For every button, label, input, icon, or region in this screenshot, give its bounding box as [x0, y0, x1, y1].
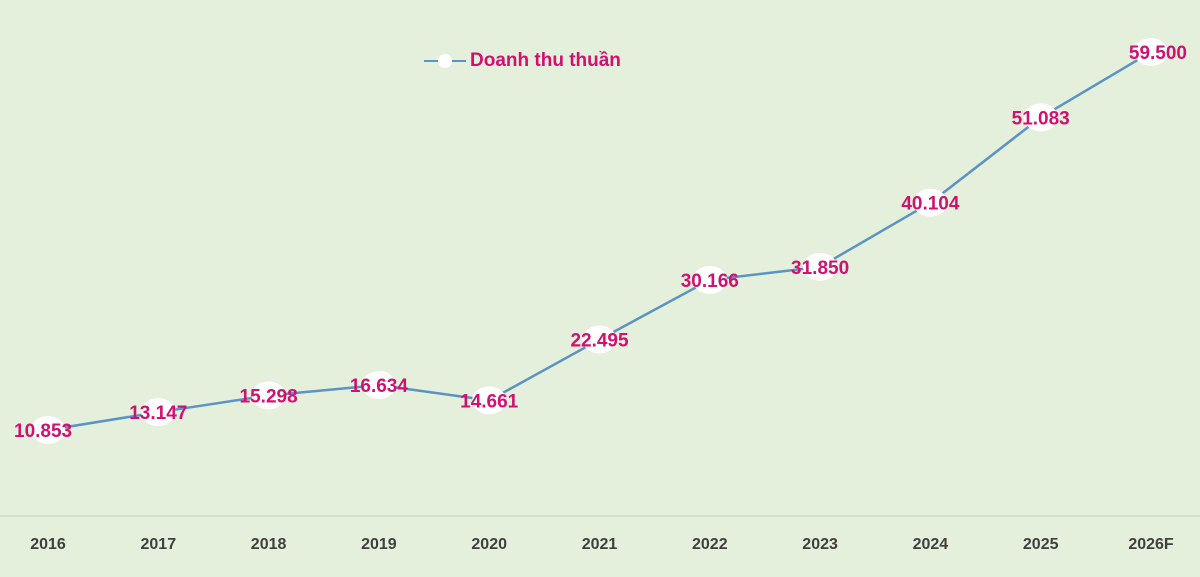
x-tick-label: 2025 — [1023, 536, 1059, 553]
x-tick-label: 2018 — [251, 536, 287, 553]
data-point — [803, 252, 838, 281]
x-tick-label: 2017 — [141, 536, 177, 553]
data-label: 16.634 — [350, 376, 409, 397]
legend-label: Doanh thu thuần — [470, 50, 621, 71]
data-label: 15.298 — [240, 386, 298, 407]
data-label: 31.850 — [791, 258, 849, 279]
data-label: 14.661 — [460, 391, 519, 412]
data-label: 40.104 — [901, 194, 960, 215]
data-point — [251, 381, 286, 410]
x-tick-label: 2024 — [913, 536, 949, 553]
x-tick-label: 2026F — [1128, 536, 1174, 553]
legend: Doanh thu thuần — [424, 48, 621, 74]
data-label: 22.495 — [570, 331, 629, 352]
series-line — [47, 50, 1152, 432]
data-label: 10.853 — [14, 421, 72, 442]
x-tick-label: 2019 — [361, 536, 397, 553]
data-point — [582, 325, 617, 354]
data-point — [692, 265, 727, 294]
data-label: 51.083 — [1012, 108, 1070, 129]
data-point — [361, 371, 396, 400]
data-label: 13.147 — [129, 403, 187, 424]
data-point — [913, 188, 948, 217]
data-point — [141, 398, 176, 427]
x-tick-label: 2021 — [582, 536, 618, 553]
data-point — [472, 386, 507, 415]
legend-marker — [424, 48, 466, 74]
data-label: 30.166 — [681, 271, 739, 292]
data-label: 59.500 — [1129, 43, 1187, 64]
x-tick-label: 2022 — [692, 536, 728, 553]
x-tick-label: 2020 — [471, 536, 507, 553]
data-point — [1023, 103, 1058, 132]
data-point — [1134, 38, 1168, 66]
x-tick-label: 2023 — [802, 536, 838, 553]
x-tick-label: 2016 — [30, 536, 66, 553]
data-point — [31, 416, 65, 444]
